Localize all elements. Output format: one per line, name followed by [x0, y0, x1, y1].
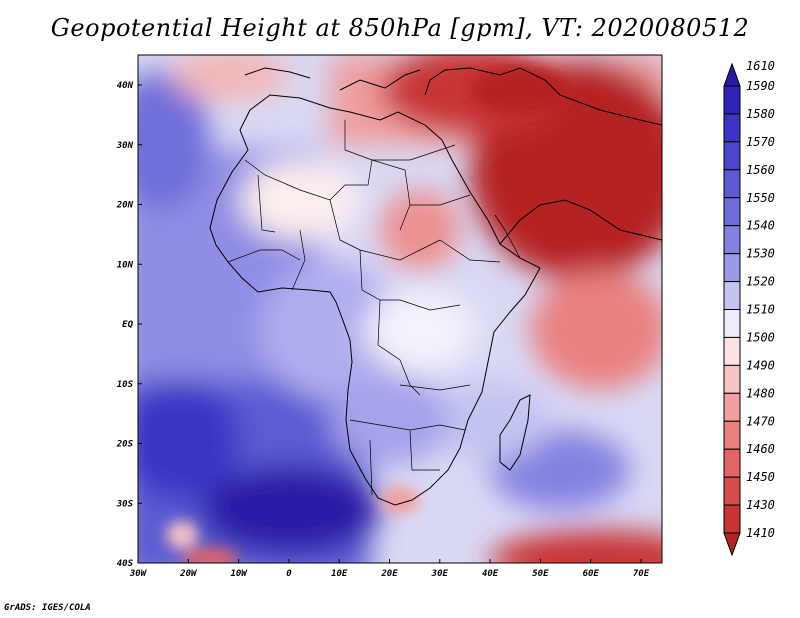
- colorbar-label: 1520: [746, 275, 775, 289]
- colorbar-swatch: [723, 309, 741, 338]
- lon-tick-label: 10W: [230, 569, 248, 579]
- colorbar-label: 1530: [746, 247, 775, 261]
- lon-tick-label: 60E: [583, 569, 600, 579]
- colorbar-label: 1590: [746, 79, 775, 93]
- colorbar-label: 1490: [746, 358, 775, 372]
- colorbar-swatch: [723, 336, 741, 366]
- colorbar-swatch: [723, 448, 741, 478]
- colorbar-label: 1470: [746, 414, 775, 428]
- colorbar-bottom-triangle: [723, 532, 741, 557]
- colorbar-label: 1570: [746, 135, 775, 149]
- colorbar-swatch: [723, 364, 741, 394]
- colorbar-label: 1540: [746, 219, 775, 233]
- map-title: Geopotential Height at 850hPa [gpm], VT:…: [50, 14, 750, 42]
- colorbar-swatch: [723, 281, 741, 310]
- lon-tick-label: 30E: [431, 569, 449, 579]
- colorbar-swatch: [723, 225, 741, 255]
- colorbar-top-triangle: [723, 62, 741, 87]
- colorbar-label: 1580: [746, 107, 775, 121]
- lon-tick-label: 20E: [380, 569, 398, 579]
- lat-tick-label: 40N: [117, 81, 134, 91]
- colorbar-swatch: [723, 253, 741, 283]
- colorbar-label: 1480: [746, 386, 775, 400]
- lat-tick-label: 30N: [116, 141, 134, 151]
- country-borders: [227, 120, 521, 496]
- colorbar-label: 1610: [746, 59, 775, 73]
- coastlines: [209, 67, 662, 506]
- lon-tick-label: 20W: [179, 569, 198, 579]
- lat-tick-label: 10N: [117, 260, 134, 270]
- lat-tick-label: EQ: [122, 320, 133, 330]
- lon-tick-label: 50E: [532, 569, 549, 579]
- lon-tick-label: 40E: [482, 569, 499, 579]
- colorbar-label: 1550: [746, 191, 775, 205]
- lon-tick-label: 10E: [331, 569, 348, 579]
- colorbar-swatch: [723, 113, 741, 143]
- lat-tick-label: 40S: [117, 559, 134, 569]
- grads-credit: GrADS: IGES/COLA: [4, 603, 91, 613]
- map-frame: [137, 54, 663, 564]
- colorbar-label: 1560: [746, 163, 775, 177]
- colorbar-label: 1450: [746, 470, 775, 484]
- colorbar-swatch: [723, 169, 741, 199]
- colorbar-label: 1500: [746, 330, 775, 344]
- height-field: [138, 55, 662, 563]
- longitude-axis: 30W 20W 10W 0 10E 20E 30E 40E 50E 60E 70E: [129, 559, 650, 579]
- colorbar-label: 1510: [746, 303, 775, 317]
- lon-tick-label: 70E: [633, 569, 650, 579]
- colorbar-swatch: [723, 85, 741, 115]
- colorbar-swatch: [723, 141, 741, 171]
- lat-tick-label: 30S: [116, 499, 134, 509]
- lat-tick-label: 20S: [116, 440, 134, 450]
- colorbar-swatch: [723, 392, 741, 422]
- lat-tick-label: 20N: [116, 201, 134, 211]
- colorbar-label: 1430: [746, 498, 775, 512]
- colorbar-swatch: [723, 420, 741, 450]
- latitude-axis: 40N 30N 20N 10N EQ 10S 20S 30S 40S: [116, 81, 142, 569]
- map-canvas: 30W 20W 10W 0 10E 20E 30E 40E 50E 60E 70E 40N 30N 20…: [116, 54, 775, 579]
- lon-tick-label: 30W: [129, 569, 148, 579]
- colorbar-swatch: [723, 504, 741, 534]
- lat-tick-label: 10S: [117, 380, 134, 390]
- colorbar-label: 1410: [746, 526, 775, 540]
- colorbar-label: 1460: [746, 442, 775, 456]
- lon-tick-label: 0: [286, 569, 292, 579]
- colorbar: 1610 1590 1580 1570 1560 1550 1540 1530 1520 1510…: [723, 59, 775, 557]
- colorbar-swatch: [723, 476, 741, 506]
- colorbar-swatch: [723, 197, 741, 227]
